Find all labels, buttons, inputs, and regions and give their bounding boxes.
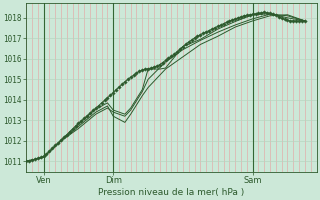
X-axis label: Pression niveau de la mer( hPa ): Pression niveau de la mer( hPa ) bbox=[98, 188, 244, 197]
